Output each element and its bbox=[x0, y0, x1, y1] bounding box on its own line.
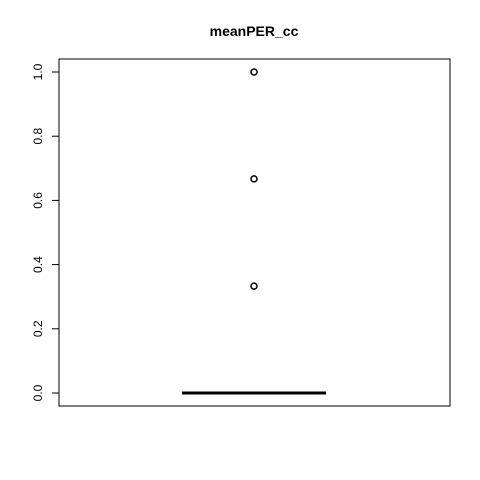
plot-frame bbox=[58, 58, 451, 407]
chart-title: meanPER_cc bbox=[210, 23, 299, 39]
y-tick-label: 0.4 bbox=[31, 256, 45, 273]
outlier-point bbox=[250, 282, 258, 290]
y-tick-label: 0.2 bbox=[31, 320, 45, 337]
outlier-point bbox=[250, 68, 258, 76]
y-tick-label: 0.0 bbox=[31, 384, 45, 401]
outlier-point bbox=[250, 175, 258, 183]
y-tick-label: 0.6 bbox=[31, 192, 45, 209]
outlier-group bbox=[250, 68, 258, 290]
y-axis: 0.0 0.2 0.4 0.6 0.8 1.0 bbox=[31, 63, 60, 401]
y-tick-label: 1.0 bbox=[31, 63, 45, 80]
y-tick-label: 0.8 bbox=[31, 128, 45, 145]
